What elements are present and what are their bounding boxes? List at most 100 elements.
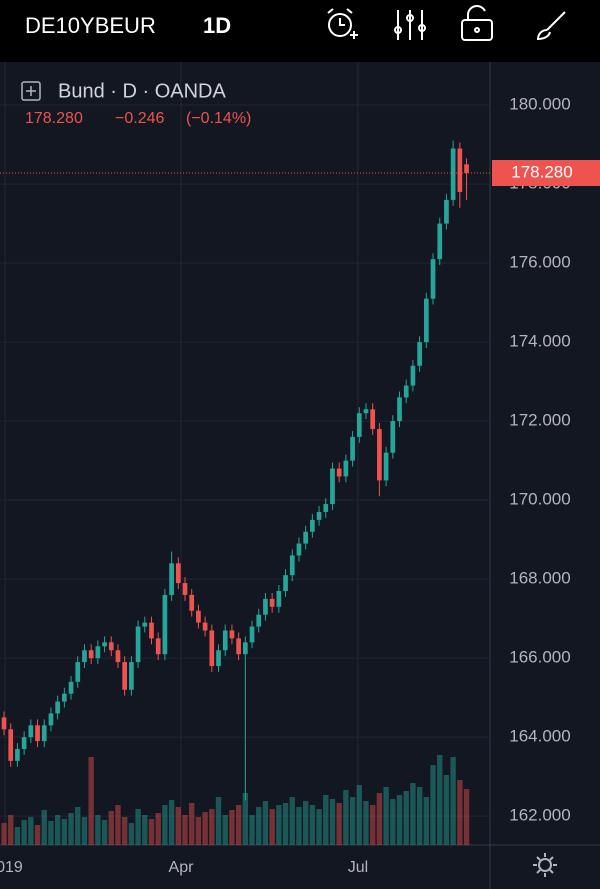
candle-body: [28, 725, 34, 738]
volume-bar: [242, 793, 249, 845]
candle-body: [41, 725, 47, 742]
candle-body: [102, 642, 107, 647]
y-tick-label: 172.000: [509, 411, 570, 430]
candle-body: [444, 199, 449, 224]
volume-bar: [1, 823, 7, 845]
brush-icon[interactable]: [536, 11, 566, 41]
symbol[interactable]: DE10YBEUR: [25, 13, 156, 38]
volume-bar: [121, 817, 128, 845]
volume-bar: [81, 817, 88, 845]
last-price-tag: [492, 160, 600, 187]
candle-body: [316, 511, 322, 520]
volume-bar: [128, 823, 135, 845]
candle-body: [88, 650, 94, 659]
volume-bar: [222, 815, 228, 845]
collapse-button[interactable]: [21, 81, 41, 101]
indicators-icon[interactable]: [394, 10, 426, 40]
candle-body: [122, 662, 128, 690]
candle-body: [276, 590, 282, 607]
volume-bar: [363, 801, 369, 845]
volume-bar: [376, 793, 383, 845]
candle-body: [350, 436, 355, 461]
candle-body: [403, 385, 409, 398]
volume-bar: [302, 801, 309, 845]
candle-body: [423, 298, 429, 343]
candle-body: [182, 583, 188, 595]
volume-bar: [8, 815, 14, 845]
candle-body: [236, 638, 241, 655]
volume-bar: [256, 807, 262, 845]
volume-bar: [235, 805, 242, 845]
x-tick-label: Apr: [169, 859, 195, 876]
volume-bar: [155, 813, 161, 845]
volume-bar: [34, 825, 41, 845]
volume-bar: [189, 803, 195, 845]
interval[interactable]: 1D: [203, 13, 231, 38]
volume-bar: [450, 757, 456, 845]
volume-bar: [457, 780, 463, 845]
top-bar: [0, 0, 600, 62]
volume-bar: [28, 817, 34, 845]
y-tick-label: 176.000: [509, 253, 570, 272]
volume-bar: [209, 809, 215, 845]
x-tick-label: Jul: [348, 859, 368, 876]
candle-body: [343, 460, 349, 477]
candle-body: [410, 365, 416, 386]
y-tick-label: 180.000: [509, 95, 570, 114]
candle-body: [209, 630, 215, 667]
candle-body: [303, 531, 309, 544]
candle-body: [68, 681, 74, 694]
candle-body: [464, 164, 469, 174]
volume-bar: [289, 797, 295, 845]
volume-bar: [349, 797, 356, 845]
candle-body: [55, 701, 60, 714]
volume-bar: [175, 807, 181, 845]
volume-bar: [54, 815, 61, 845]
volume-bar: [115, 805, 121, 845]
volume-bar: [108, 811, 114, 845]
candle-body: [48, 713, 54, 726]
settings-icon[interactable]: [533, 853, 557, 877]
volume-bar: [162, 805, 168, 845]
candle-body: [149, 622, 154, 639]
axes: 162.000 164.000 166.000 168.000 170.000 172.0…: [0, 95, 600, 876]
y-tick-label: 164.000: [509, 727, 570, 746]
legend-price: 178.280: [25, 110, 83, 127]
volume-bar: [383, 787, 389, 845]
candle-body: [363, 409, 369, 414]
toolbar-icons: [327, 5, 566, 41]
alarm-icon[interactable]: [327, 8, 358, 39]
lock-icon[interactable]: [461, 5, 493, 41]
y-tick-label: 162.000: [509, 806, 570, 825]
candle-body: [417, 342, 422, 366]
candle-body: [189, 594, 195, 611]
volume-bar: [296, 807, 302, 845]
candle-body: [162, 594, 168, 655]
volume-bar: [356, 785, 362, 845]
candle-body: [437, 223, 443, 260]
volume-bar: [343, 790, 349, 845]
volume-bar: [423, 797, 430, 845]
candle-body: [283, 575, 288, 591]
candle-body: [356, 413, 362, 437]
volume-bar: [416, 787, 423, 845]
candle-body: [15, 749, 20, 761]
volume-bar: [41, 810, 47, 845]
volume-bar: [329, 799, 336, 845]
candle-body: [216, 650, 221, 667]
volume-bar: [430, 765, 436, 845]
volume-bar: [443, 775, 450, 845]
candle-body: [229, 630, 235, 639]
candle-body: [35, 725, 40, 742]
candle-body: [222, 630, 228, 651]
volume-bar: [249, 815, 255, 845]
volume-bar: [21, 820, 27, 845]
last-price-label: 178.280: [511, 162, 572, 181]
candle-body: [155, 638, 161, 655]
candle-body: [249, 626, 255, 643]
candle-body: [296, 543, 302, 556]
chart-bg: [0, 62, 600, 889]
volume-bar: [48, 821, 54, 845]
volume: [1, 755, 470, 845]
volume-bar: [202, 812, 208, 845]
